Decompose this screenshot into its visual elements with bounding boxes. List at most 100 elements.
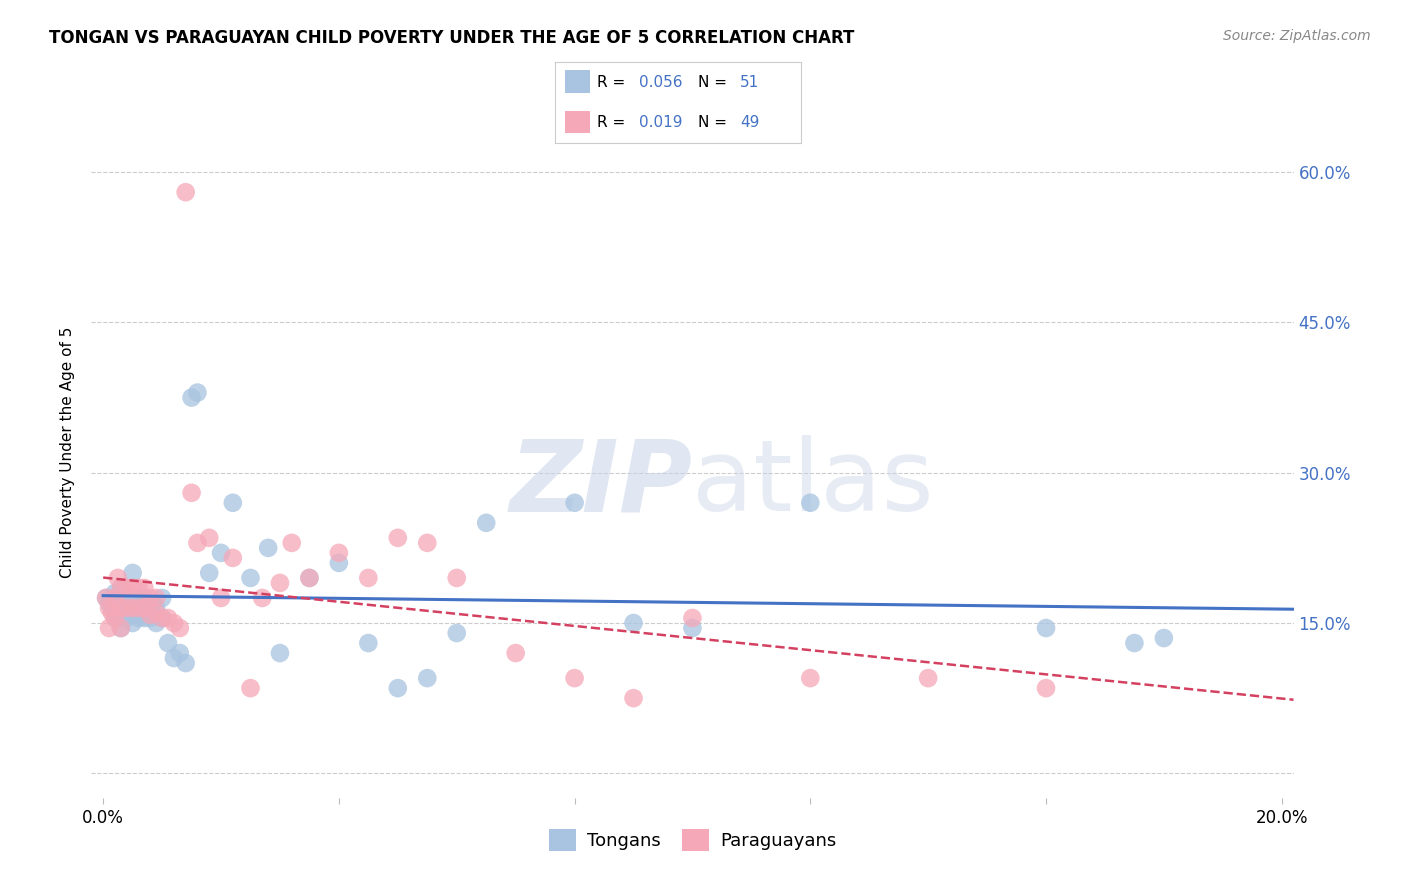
Point (110, 611, 132, 625)
Point (134, 611, 156, 625)
Point (139, 611, 162, 625)
Point (1153, 631, 1175, 645)
Point (128, 601, 150, 615)
Point (416, 536, 439, 550)
Point (139, 601, 162, 615)
Point (156, 611, 179, 625)
Point (387, 681, 409, 695)
Point (112, 596, 135, 610)
Point (1123, 636, 1146, 650)
Point (121, 615, 143, 630)
Point (104, 611, 127, 625)
Point (163, 615, 186, 630)
Point (681, 611, 703, 625)
Point (107, 606, 129, 620)
Point (357, 571, 380, 585)
Point (174, 656, 197, 670)
Point (150, 611, 173, 625)
Point (121, 566, 143, 580)
Point (94, 591, 117, 605)
Point (145, 606, 167, 620)
Point (156, 636, 179, 650)
Point (222, 550, 245, 565)
Point (799, 671, 821, 685)
Point (416, 671, 439, 685)
Point (198, 566, 221, 580)
Point (134, 581, 156, 595)
Bar (565, 70, 591, 93)
Point (198, 531, 221, 545)
Text: 51: 51 (740, 75, 759, 89)
Point (115, 601, 138, 615)
Point (98, 601, 121, 615)
Point (101, 601, 124, 615)
Point (1035, 621, 1057, 635)
Point (186, 385, 208, 400)
Text: atlas: atlas (692, 435, 934, 533)
Point (94, 591, 117, 605)
Point (564, 496, 586, 510)
Point (169, 621, 191, 635)
Point (98, 596, 121, 610)
Point (110, 581, 132, 595)
Point (110, 581, 132, 595)
Point (239, 571, 262, 585)
Point (134, 591, 156, 605)
Point (174, 185, 197, 199)
Point (110, 621, 132, 635)
Text: N =: N = (699, 75, 733, 89)
Point (101, 606, 124, 620)
Point (209, 591, 232, 605)
Point (128, 611, 150, 625)
Point (328, 546, 350, 560)
Text: 0.056: 0.056 (640, 75, 682, 89)
Point (186, 536, 208, 550)
Point (121, 581, 143, 595)
Point (145, 601, 167, 615)
Point (139, 607, 162, 622)
Point (357, 636, 380, 650)
Point (681, 621, 703, 635)
Point (145, 591, 167, 605)
Point (139, 591, 162, 605)
Point (1035, 681, 1057, 695)
Point (107, 571, 129, 585)
Y-axis label: Child Poverty Under the Age of 5: Child Poverty Under the Age of 5 (60, 327, 76, 578)
Point (115, 601, 138, 615)
Point (104, 611, 127, 625)
Point (209, 546, 232, 560)
Point (128, 596, 150, 610)
Point (269, 576, 291, 591)
Point (121, 591, 143, 605)
Point (564, 671, 586, 685)
Point (128, 581, 150, 595)
Text: R =: R = (598, 115, 630, 129)
Point (623, 615, 645, 630)
Text: 49: 49 (740, 115, 759, 129)
Point (280, 536, 302, 550)
Point (150, 611, 173, 625)
Point (104, 586, 127, 600)
Point (145, 615, 167, 630)
Point (799, 496, 821, 510)
Point (239, 681, 262, 695)
Point (446, 626, 468, 640)
Point (121, 601, 143, 615)
Point (110, 601, 132, 615)
Point (115, 581, 138, 595)
Point (298, 571, 321, 585)
Point (180, 391, 202, 405)
Point (98, 621, 121, 635)
Point (252, 591, 274, 605)
Point (387, 531, 409, 545)
Point (328, 556, 350, 570)
Point (150, 591, 173, 605)
Point (446, 571, 468, 585)
Text: 0.019: 0.019 (640, 115, 682, 129)
Text: ZIP: ZIP (509, 435, 692, 533)
Point (222, 496, 245, 510)
Point (163, 651, 186, 665)
Point (623, 691, 645, 706)
Point (917, 671, 939, 685)
Legend: Tongans, Paraguayans: Tongans, Paraguayans (541, 822, 844, 858)
